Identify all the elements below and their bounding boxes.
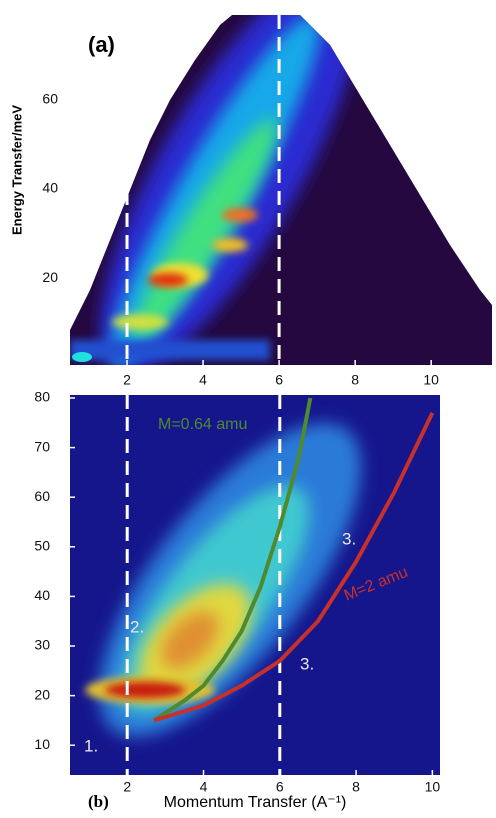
x-tick-label: 6 xyxy=(275,372,283,388)
y-tick-label: 40 xyxy=(42,180,58,196)
x-tick-label: 8 xyxy=(351,372,359,388)
annotation: 2. xyxy=(130,617,144,636)
x-tick-label: 4 xyxy=(199,372,207,388)
x-tick-label: 10 xyxy=(425,779,441,795)
annotation: 3. xyxy=(300,654,314,673)
annotation: 1. xyxy=(84,736,98,755)
x-axis-label: Momentum Transfer (A⁻¹) xyxy=(164,794,347,811)
y-tick-label: 60 xyxy=(42,90,58,106)
y-axis-label: Energy Transfer/meV xyxy=(9,105,24,235)
x-tick-label: 8 xyxy=(352,779,360,795)
x-tick-label: 2 xyxy=(123,372,131,388)
y-tick-label: 50 xyxy=(34,538,50,554)
heatmap-b xyxy=(70,395,440,775)
x-tick-label: 6 xyxy=(276,779,284,795)
fit-curve xyxy=(152,397,313,723)
annotation: 3. xyxy=(342,529,356,548)
y-tick-label: 20 xyxy=(34,686,50,702)
y-tick-label: 40 xyxy=(34,587,50,603)
x-tick-label: 4 xyxy=(200,779,208,795)
y-tick-label: 30 xyxy=(34,637,50,653)
heatmap-a xyxy=(70,15,492,365)
x-tick-label: 2 xyxy=(123,779,131,795)
y-tick-label: 80 xyxy=(34,389,50,405)
x-tick-label: 10 xyxy=(423,372,439,388)
y-tick-label: 20 xyxy=(42,269,58,285)
fit-curve xyxy=(153,411,435,723)
y-tick-label: 10 xyxy=(34,736,50,752)
curve-label: M=0.64 amu xyxy=(158,416,247,433)
y-tick-label: 70 xyxy=(34,438,50,454)
panel-label: (b) xyxy=(88,792,109,811)
y-tick-label: 60 xyxy=(34,488,50,504)
panel-label: (a) xyxy=(88,32,115,57)
